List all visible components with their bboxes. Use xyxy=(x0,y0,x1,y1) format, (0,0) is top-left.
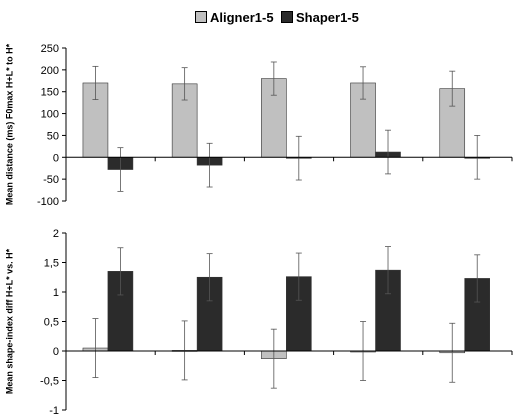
y-tick-label-1: 150 xyxy=(41,87,59,99)
y-axis-label-2: Mean shape-index diff H+L* vs. H* xyxy=(4,248,14,394)
y-tick-label-1: -100 xyxy=(37,196,59,208)
y-tick-label-1: 200 xyxy=(41,65,59,77)
y-tick-label-2: 0 xyxy=(53,346,59,358)
legend-label-aligner: Aligner1-5 xyxy=(210,9,274,25)
y-tick-label-2: 0,5 xyxy=(44,317,59,329)
legend-swatch-aligner xyxy=(195,11,207,23)
y-tick-label-2: 1 xyxy=(53,287,59,299)
legend: Aligner1-5 Shaper1-5 xyxy=(0,8,515,26)
bar-aligner-1-3 xyxy=(261,78,287,158)
y-tick-label-2: 2 xyxy=(53,228,59,240)
legend-label-shaper: Shaper1-5 xyxy=(296,9,359,25)
legend-item-aligner: Aligner1-5 xyxy=(195,8,274,26)
y-tick-label-2: 1,5 xyxy=(44,258,59,270)
y-axis-label-1: Mean distance (ms) F0max H+L* to H* xyxy=(4,43,14,205)
y-tick-label-1: 100 xyxy=(41,109,59,121)
y-tick-label-2: -0,5 xyxy=(40,376,59,388)
legend-item-shaper: Shaper1-5 xyxy=(281,8,359,26)
y-tick-label-1: 50 xyxy=(47,130,59,142)
y-tick-label-2: -1 xyxy=(49,405,59,414)
y-tick-label-1: -50 xyxy=(43,174,59,186)
y-tick-label-1: 250 xyxy=(41,43,59,55)
legend-swatch-shaper xyxy=(281,11,293,23)
y-tick-label-1: 0 xyxy=(53,152,59,164)
